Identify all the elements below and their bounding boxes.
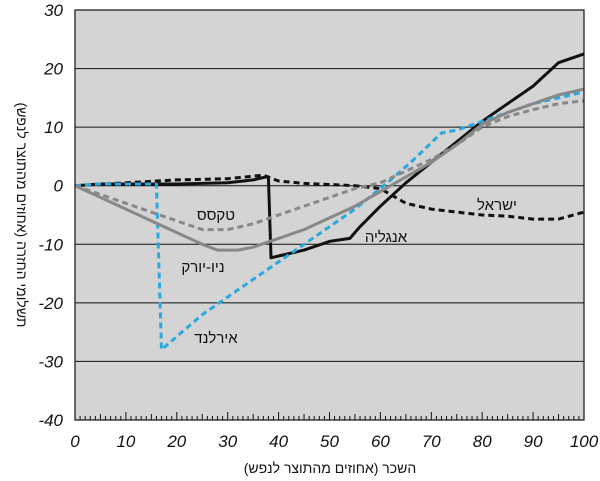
x-tick-label: 30 — [218, 432, 237, 451]
y-tick-label: -20 — [38, 294, 63, 313]
label-new-york: ניו-יורק — [181, 259, 224, 276]
series-labels: טקסס ישראל אנגליה ניו-יורק אירלנד — [181, 197, 517, 347]
y-tick-label: 20 — [43, 60, 63, 79]
plot-frame — [74, 9, 585, 421]
series-line — [74, 99, 585, 232]
x-tick-label: 10 — [116, 432, 135, 451]
y-tick-label: 30 — [44, 1, 63, 20]
label-ireland: אירלנד — [194, 330, 238, 347]
series-line — [74, 52, 585, 260]
y-axis-title: תשלומי החזרה (אחוזים מהתוצר לנפש) — [14, 103, 30, 328]
x-tick-label: 90 — [524, 432, 543, 451]
x-minor-ticks — [74, 412, 585, 420]
x-axis-title: השכר (אחוזים מהתוצר לנפש) — [244, 460, 416, 476]
y-tick-label: 0 — [54, 177, 64, 196]
y-tick-label: 10 — [44, 118, 63, 137]
y-tick-labels: 30 20 10 0 -10 -20 -30 -40 — [38, 1, 63, 430]
x-tick-label: 70 — [422, 432, 441, 451]
y-tick-label: -30 — [38, 352, 63, 371]
x-tick-label: 100 — [570, 432, 599, 451]
y-tick-label: -10 — [38, 235, 63, 254]
series-line — [74, 173, 585, 221]
x-tick-label: 20 — [166, 432, 186, 451]
series-group — [74, 52, 585, 352]
x-tick-label: 0 — [70, 432, 80, 451]
x-tick-label: 40 — [269, 432, 288, 451]
plot-area — [75, 10, 584, 420]
x-tick-label: 80 — [473, 432, 492, 451]
label-israel: ישראל — [477, 197, 517, 214]
label-texas: טקסס — [197, 207, 235, 224]
x-tick-label: 60 — [371, 432, 390, 451]
series-line — [74, 87, 585, 252]
y-tick-label: -40 — [38, 411, 63, 430]
x-tick-labels: 0 10 20 30 40 50 60 70 80 90 100 — [70, 432, 598, 451]
x-tick-label: 50 — [320, 432, 339, 451]
label-england: אנגליה — [365, 229, 408, 246]
series-line — [74, 90, 585, 352]
